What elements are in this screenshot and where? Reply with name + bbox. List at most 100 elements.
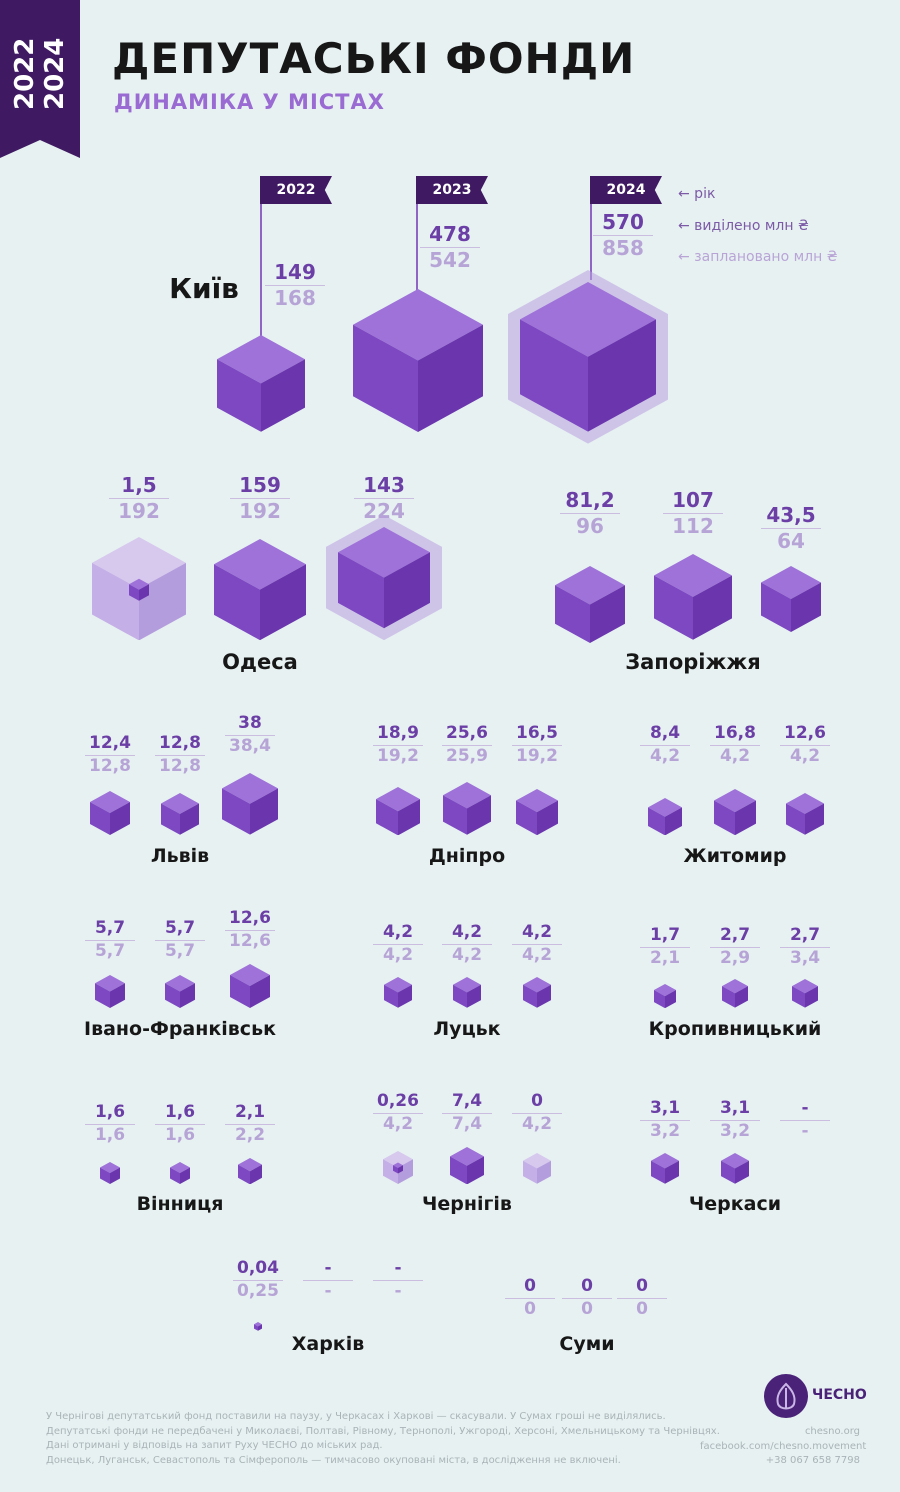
facebook-link[interactable]: facebook.com/chesno.movement (700, 1440, 867, 1452)
allocated-value: - (780, 1099, 830, 1121)
value-pair: 4,2 4,2 (373, 923, 423, 965)
allocated-value: 18,9 (373, 724, 423, 746)
cube-mark (217, 335, 305, 436)
value-pair: 0,26 4,2 (373, 1092, 423, 1134)
cube-mark (508, 270, 668, 448)
year-flag-2022: 2022 (260, 176, 332, 204)
allocated-value: 1,5 (109, 475, 169, 499)
planned-value: 168 (274, 286, 316, 310)
value-pair: 7,4 7,4 (442, 1092, 492, 1134)
city-name: Суми (559, 1333, 615, 1355)
flag-pole (590, 196, 592, 280)
planned-value: 5,7 (164, 940, 196, 961)
cube-mark (100, 1162, 120, 1188)
allocated-value: 81,2 (560, 490, 620, 514)
allocated-value: 8,4 (640, 724, 690, 746)
cube-mark (165, 975, 195, 1012)
city-name: Івано-Франківськ (84, 1018, 276, 1040)
planned-value: - (324, 1280, 332, 1301)
planned-value: 192 (118, 499, 160, 523)
chesno-logo-text: ЧЕСНО (812, 1387, 867, 1403)
planned-value: 858 (602, 236, 644, 260)
city-name: Вінниця (136, 1193, 224, 1215)
value-pair: 5,7 5,7 (155, 919, 205, 961)
allocated-value: 12,6 (780, 724, 830, 746)
year-flag-2023: 2023 (416, 176, 488, 204)
value-pair: 0,04 0,25 (233, 1259, 283, 1301)
value-pair: 1,6 1,6 (85, 1103, 135, 1145)
cube-mark (95, 975, 125, 1012)
planned-value: 25,9 (446, 745, 488, 766)
footer-note: Депутатські фонди не передбачені у Микол… (46, 1425, 720, 1437)
value-pair: 12,8 12,8 (155, 734, 205, 776)
cube-mark (222, 773, 278, 839)
value-pair: 4,2 4,2 (442, 923, 492, 965)
allocated-value: 2,7 (780, 926, 830, 948)
footer-note: У Чернігові депутатський фонд поставили … (46, 1411, 666, 1422)
value-pair: 16,8 4,2 (710, 724, 760, 766)
planned-value: 64 (777, 529, 805, 553)
city-name: Львів (150, 845, 210, 867)
value-pair: 0 4,2 (512, 1092, 562, 1134)
cube-mark (384, 977, 412, 1012)
value-pair: -- (373, 1259, 423, 1301)
value-pair: -- (780, 1099, 830, 1141)
allocated-value: 16,8 (710, 724, 760, 746)
value-pair: 81,2 96 (560, 490, 620, 537)
legend-allocated: ← виділено млн ₴ (678, 218, 809, 234)
value-pair: 12,6 12,6 (225, 909, 275, 951)
allocated-value: 570 (593, 212, 653, 236)
allocated-value: 4,2 (373, 923, 423, 945)
cube-mark (161, 793, 199, 839)
cube-mark (376, 786, 420, 839)
allocated-value: 143 (354, 475, 414, 499)
city-name: Дніпро (428, 845, 506, 867)
cube-mark (383, 1151, 413, 1188)
planned-value: 112 (672, 514, 714, 538)
allocated-value: 0,26 (373, 1092, 423, 1114)
cube-mark (721, 1153, 749, 1188)
planned-value: 4,2 (789, 745, 821, 766)
flag-pole (260, 196, 262, 336)
city-name: Кропивницький (648, 1018, 822, 1040)
allocated-value: 149 (265, 262, 325, 286)
cube-mark (792, 979, 818, 1012)
planned-value: 2,9 (719, 947, 751, 968)
value-pair: 143 224 (354, 475, 414, 522)
allocated-value: - (373, 1259, 423, 1281)
planned-value: 38,4 (229, 735, 271, 756)
site-link[interactable]: chesno.org (804, 1426, 860, 1437)
planned-value: 4,2 (382, 944, 414, 965)
footer-notes: У Чернігові депутатський фонд поставили … (46, 1410, 720, 1468)
page-title: ДЕПУТАСЬКІ ФОНДИ (112, 34, 636, 83)
cube-mark (353, 289, 483, 436)
planned-value: 12,6 (229, 930, 271, 951)
cube-mark (523, 977, 551, 1012)
city-name: Харків (291, 1333, 365, 1355)
value-pair: 8,4 4,2 (640, 724, 690, 766)
value-pair: 43,5 64 (761, 505, 821, 552)
planned-value: 1,6 (94, 1124, 126, 1145)
allocated-value: 4,2 (442, 923, 492, 945)
planned-value: 4,2 (521, 1113, 553, 1134)
allocated-value: 38 (225, 714, 275, 736)
value-pair: 2,7 3,4 (780, 926, 830, 968)
cube-mark (453, 977, 481, 1012)
allocated-value: 159 (230, 475, 290, 499)
planned-value: 4,2 (451, 944, 483, 965)
allocated-value: 4,2 (512, 923, 562, 945)
city-name: Луцьк (433, 1018, 501, 1040)
planned-value: 4,2 (719, 745, 751, 766)
value-pair: 3,1 3,2 (640, 1099, 690, 1141)
footer-contacts: chesno.org facebook.com/chesno.movement … (700, 1425, 867, 1469)
planned-value: 3,4 (789, 947, 821, 968)
allocated-value: 25,6 (442, 724, 492, 746)
allocated-value: 5,7 (85, 919, 135, 941)
flag-pole (416, 196, 418, 296)
value-pair: 5,7 5,7 (85, 919, 135, 961)
planned-value: 4,2 (649, 745, 681, 766)
cube-mark (722, 979, 748, 1012)
allocated-value: 107 (663, 490, 723, 514)
value-pair: 2,1 2,2 (225, 1103, 275, 1145)
